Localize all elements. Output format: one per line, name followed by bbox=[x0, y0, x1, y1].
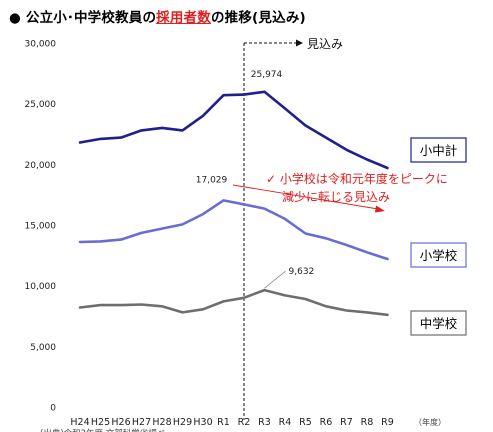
x-unit-label: （年度） bbox=[414, 417, 446, 427]
x-tick-label: R1 bbox=[217, 417, 230, 428]
forecast-label: 見込み bbox=[307, 37, 343, 51]
series-label-box bbox=[410, 242, 467, 268]
x-tick-label: H25 bbox=[91, 417, 110, 428]
annotation-arrow-line bbox=[232, 184, 379, 210]
x-tick-label: R9 bbox=[381, 417, 394, 428]
x-tick-label: H28 bbox=[152, 417, 171, 428]
data-label: 25,974 bbox=[251, 70, 283, 80]
chart-title: ● 公立小･中学校教員の採用者数の推移(見込み) bbox=[9, 6, 306, 26]
series-line bbox=[78, 199, 389, 261]
x-tick-label: R7 bbox=[340, 417, 353, 428]
y-tick-label: 0 bbox=[50, 404, 56, 414]
title-bullet: ● bbox=[9, 10, 21, 26]
annotation-line1: ✓ 小学校は令和元年度をピークに bbox=[266, 171, 448, 186]
y-tick-label: 25,000 bbox=[25, 100, 57, 110]
y-tick-label: 10,000 bbox=[25, 282, 57, 292]
y-tick-label: 20,000 bbox=[25, 161, 57, 171]
series-label: 小学校 bbox=[420, 248, 458, 263]
title-after: の推移(見込み) bbox=[210, 10, 306, 26]
series-line bbox=[78, 288, 389, 317]
series-label-box bbox=[410, 310, 467, 336]
x-tick-label: H26 bbox=[111, 417, 130, 428]
x-tick-label: R8 bbox=[361, 417, 374, 428]
series-label: 中学校 bbox=[420, 316, 458, 331]
annotation-arrow-head bbox=[375, 205, 385, 213]
title-before: 公立小･中学校教員の bbox=[25, 10, 157, 26]
footnote: (出典)令和2年度 文部科学省調べ bbox=[40, 428, 165, 432]
x-tick-label: R5 bbox=[299, 417, 312, 428]
series-label: 小中計 bbox=[420, 143, 458, 158]
y-tick-label: 30,000 bbox=[25, 40, 57, 50]
annotation-line2: 減少に転じる見込み bbox=[282, 189, 390, 204]
x-tick-label: H24 bbox=[70, 417, 89, 428]
x-tick-label: H27 bbox=[132, 417, 151, 428]
series-line bbox=[78, 90, 389, 170]
x-tick-label: H29 bbox=[173, 417, 192, 428]
forecast-arrow-head bbox=[296, 39, 303, 47]
title-highlight: 採用者数 bbox=[156, 10, 211, 26]
x-tick-label: R2 bbox=[238, 417, 251, 428]
x-tick-label: R4 bbox=[279, 417, 292, 428]
series-label-box bbox=[410, 137, 467, 163]
data-label: 17,029 bbox=[196, 175, 228, 185]
x-tick-label: R6 bbox=[320, 417, 333, 428]
data-label-leader bbox=[264, 270, 286, 289]
data-label: 9,632 bbox=[289, 267, 315, 277]
x-tick-label: H30 bbox=[193, 417, 212, 428]
x-tick-label: R3 bbox=[258, 417, 271, 428]
y-tick-label: 5,000 bbox=[30, 343, 56, 353]
y-tick-label: 15,000 bbox=[25, 222, 57, 232]
